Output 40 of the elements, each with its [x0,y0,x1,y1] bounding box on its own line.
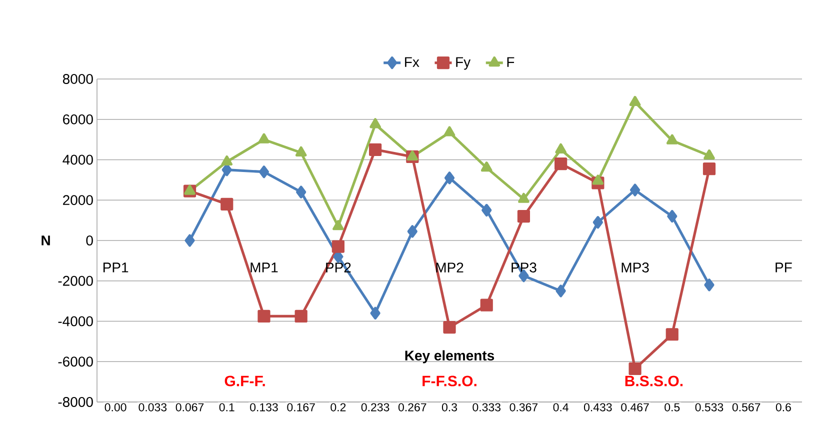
x-tick-label: 0.467 [621,403,649,412]
y-tick-label: -4000 [58,316,93,326]
annotation: PF [776,262,792,272]
y-tick-label: 4000 [62,154,93,165]
annotation: MP1 [250,262,278,272]
x-tick-label: 0.333 [472,403,500,412]
annotation: G.F-F. [224,376,265,386]
y-tick-label: -6000 [58,356,93,367]
x-tick-label: 0.533 [695,403,724,412]
x-tick-label: 0.033 [138,403,167,412]
x-tick-label: 0.233 [361,403,390,412]
annotation: F-F.S.O. [422,376,476,386]
x-tick-label: 0.2 [330,403,346,412]
x-tick-label: 0.6 [776,403,791,412]
x-tick-label: 0.267 [398,403,426,412]
x-tick-label: 0.567 [732,403,760,412]
y-tick-label: 8000 [62,74,93,84]
x-tick-label: 0.3 [442,403,457,412]
annotation: MP3 [622,262,649,272]
x-tick-label: 0.1 [219,403,234,412]
x-axis-title: Key elements [405,350,494,364]
y-tick-label: 6000 [63,114,93,124]
y-tick-label: 0 [86,236,93,246]
y-tick-label: 2000 [63,195,93,206]
legend-label: Fy [456,57,471,70]
x-tick-label: 0.4 [553,403,568,412]
x-tick-label: 0.133 [250,403,278,412]
x-tick-label: 0.433 [584,403,612,412]
x-tick-label: 0.367 [510,403,538,412]
x-tick-label: 0.00 [104,403,126,412]
annotation: B.S.S.O. [625,376,683,386]
legend-label: Fx [405,57,420,67]
x-tick-label: 0.067 [176,403,204,412]
annotation: PP1 [103,262,128,272]
y-axis-title: N [42,236,50,246]
legend-label: F [507,57,514,67]
y-tick-label: -8000 [58,397,93,407]
x-tick-label: 0.167 [287,403,315,412]
x-tick-label: 0.5 [664,403,680,412]
y-tick-label: -2000 [58,276,93,286]
